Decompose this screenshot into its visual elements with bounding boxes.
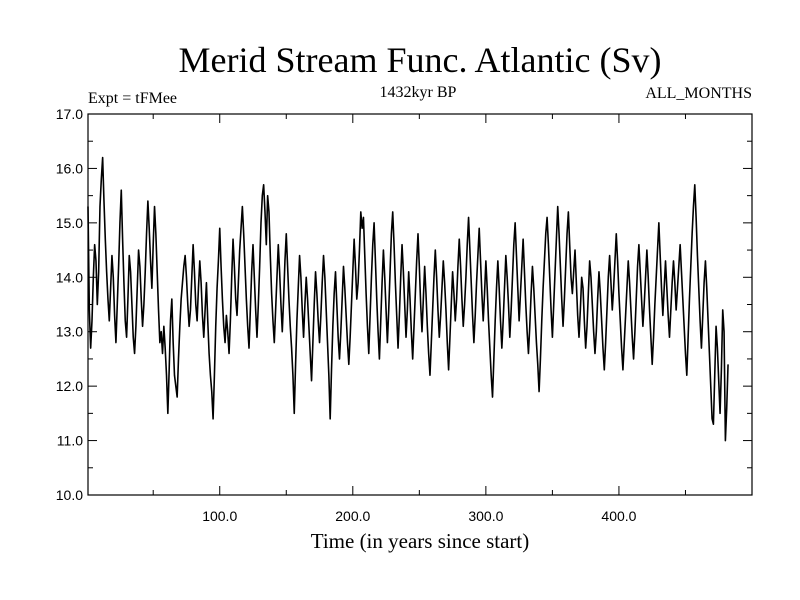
y-tick-label: 11.0 (57, 433, 83, 449)
series-layer (87, 156, 729, 442)
y-axis: 10.0 11.0 12.0 13.0 14.0 15.0 16.0 17.0 (56, 106, 752, 503)
y-tick-label: 15.0 (56, 215, 83, 231)
months-label: ALL_MONTHS (645, 85, 752, 102)
period-label: 1432kyr BP (380, 84, 457, 101)
x-tick-label: 300.0 (468, 508, 503, 524)
y-tick-label: 12.0 (56, 378, 83, 394)
series-line (87, 156, 729, 442)
y-tick-label: 16.0 (56, 160, 83, 176)
y-tick-label: 17.0 (56, 106, 83, 122)
x-tick-label: 100.0 (202, 508, 237, 524)
chart-title: Merid Stream Func. Atlantic (Sv) (179, 40, 662, 80)
x-tick-label: 400.0 (601, 508, 636, 524)
x-axis-label: Time (in years since start) (311, 529, 530, 553)
y-tick-label: 10.0 (56, 487, 83, 503)
x-axis: 100.0 200.0 300.0 400.0 (152, 114, 686, 524)
y-tick-label: 14.0 (56, 269, 83, 285)
x-tick-label: 200.0 (335, 508, 370, 524)
experiment-label: Expt = tFMee (88, 90, 177, 107)
y-tick-label: 13.0 (56, 324, 83, 340)
